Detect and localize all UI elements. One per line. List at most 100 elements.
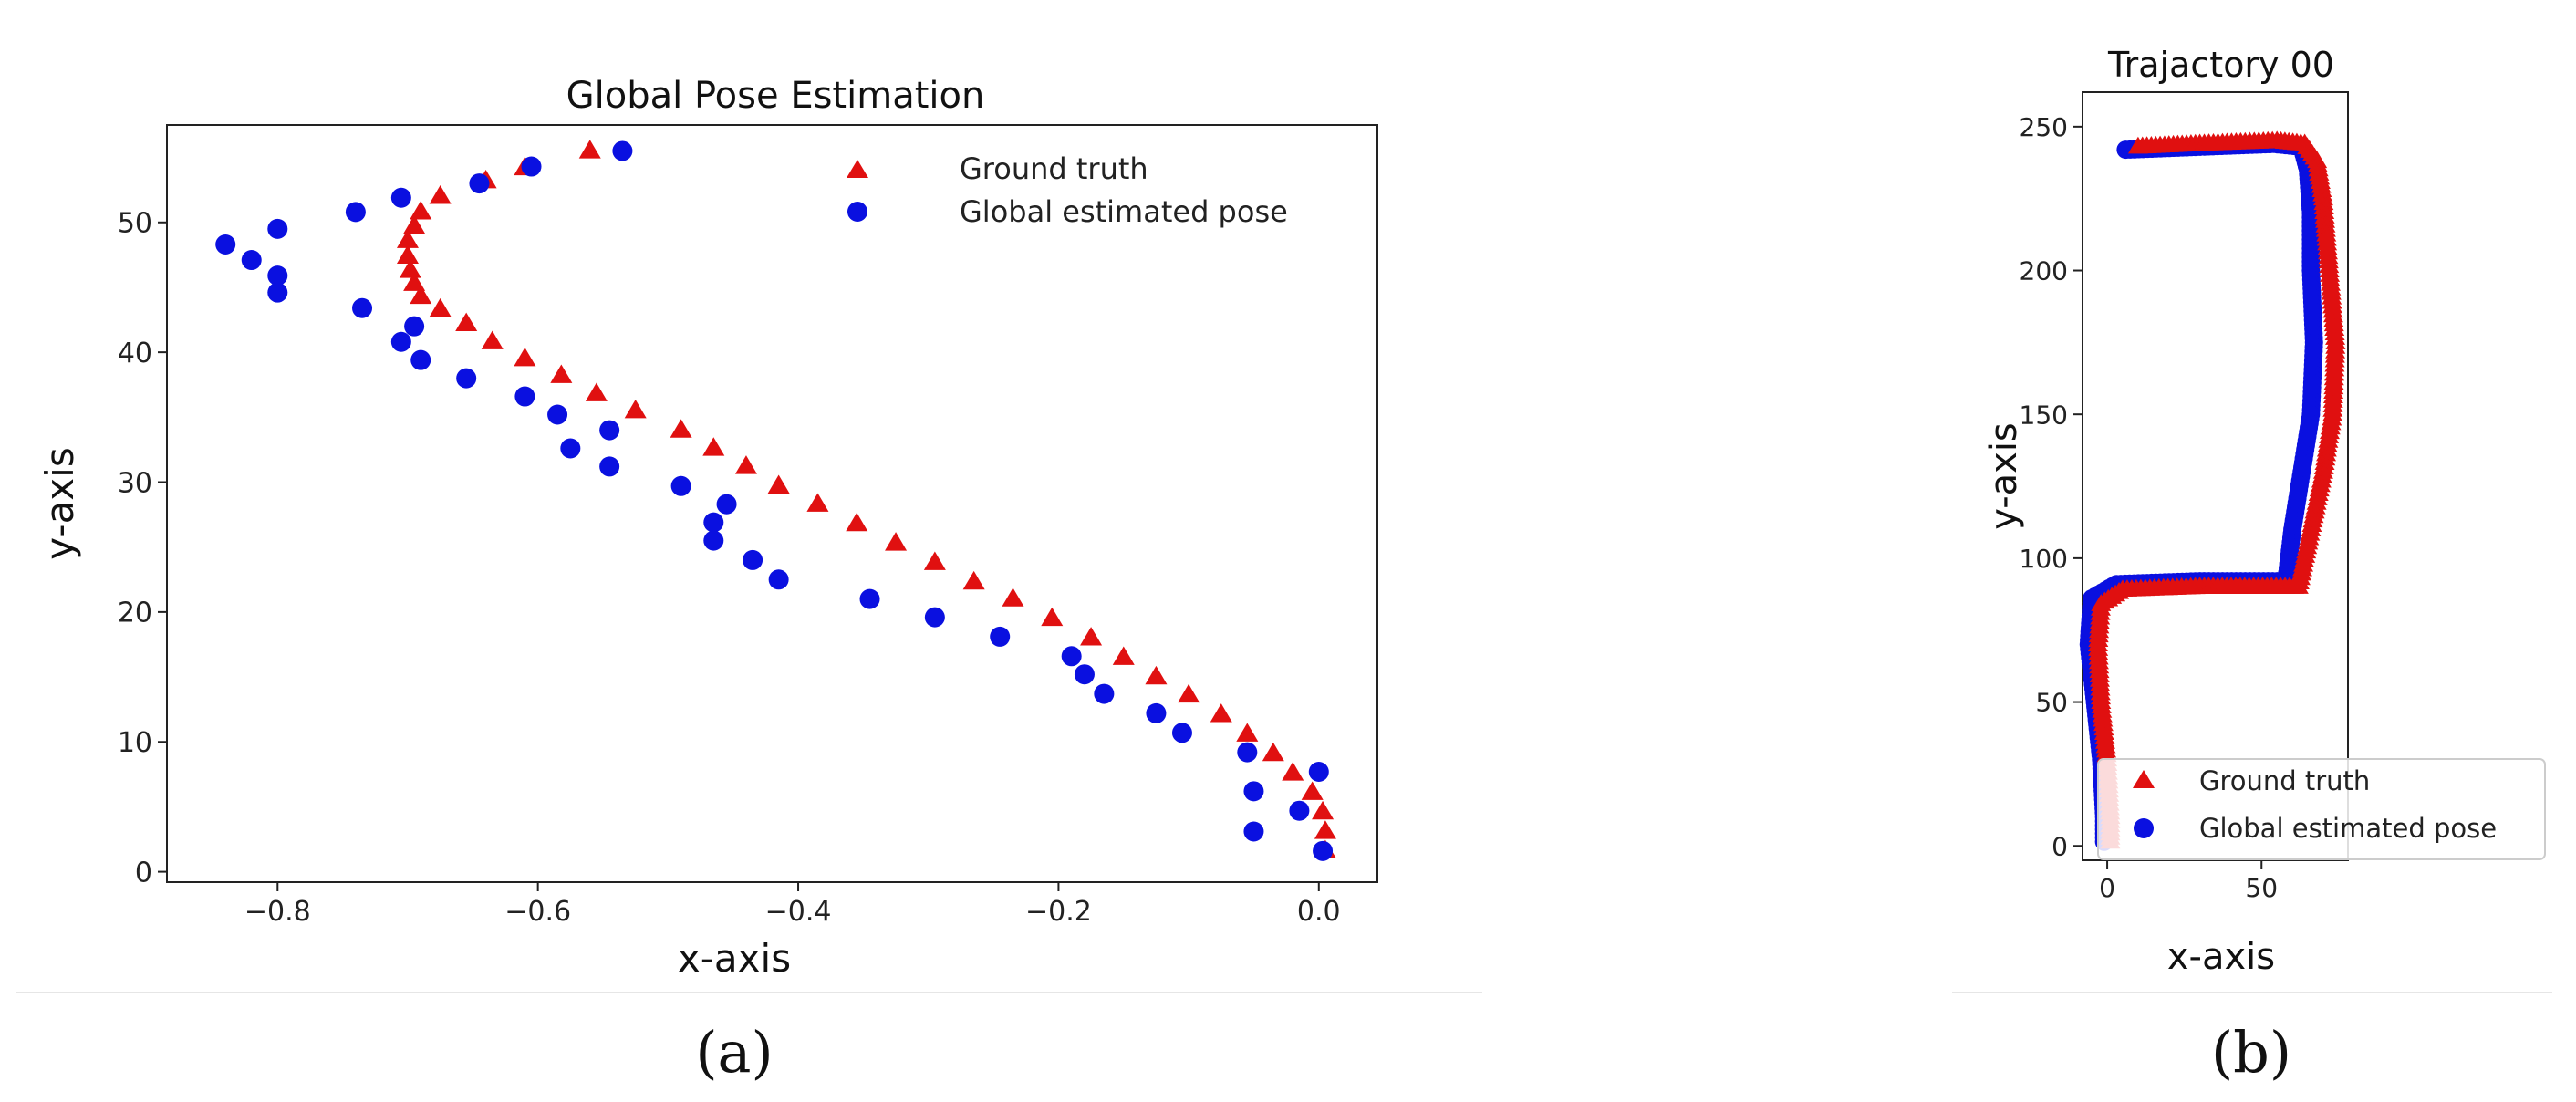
estimated-pose-point xyxy=(768,569,789,590)
estimated-pose-point xyxy=(390,187,411,208)
chart-b-trajectory: Trajactory 00 0 50 0 50 100 150 200 250 Ground … xyxy=(1952,45,2552,1086)
chart-0-ytick-label: 20 xyxy=(118,598,152,629)
chart-a-title: Global Pose Estimation xyxy=(566,75,985,117)
ground-truth-point xyxy=(734,455,757,474)
ground-truth-point xyxy=(1002,587,1024,607)
ground-truth-point xyxy=(1210,703,1232,723)
chart-0-ytick-label: 40 xyxy=(118,338,152,369)
ground-truth-point xyxy=(1080,627,1103,646)
estimated-pose-point xyxy=(859,588,880,609)
chart-b-legend-triangle-marker xyxy=(2133,770,2155,788)
ground-truth-point xyxy=(550,364,573,383)
estimated-pose-point xyxy=(1289,800,1310,821)
chart-a-legend-ground-truth: Ground truth xyxy=(960,151,1148,186)
chart-b-caption: (b) xyxy=(2211,1019,2291,1086)
estimated-pose-point xyxy=(1171,723,1192,743)
chart-b-xlabel: x-axis xyxy=(2167,936,2275,978)
estimated-pose-point xyxy=(599,456,620,477)
ground-truth-point xyxy=(396,229,419,248)
ground-truth-point xyxy=(702,437,725,456)
ground-truth-point xyxy=(1112,646,1135,665)
ground-truth-point xyxy=(767,474,790,494)
estimated-pose-point xyxy=(1243,781,1264,802)
chart-a-caption: (a) xyxy=(695,1019,773,1086)
estimated-pose-point xyxy=(599,420,620,441)
ground-truth-point xyxy=(429,297,452,317)
estimated-pose-point xyxy=(1313,840,1334,861)
ground-truth-point xyxy=(578,140,601,159)
chart-b-title: Trajactory 00 xyxy=(2107,45,2334,85)
chart-1-ytick-label: 100 xyxy=(2020,544,2068,574)
estimated-pose-point xyxy=(410,349,431,370)
ground-truth-point xyxy=(1312,800,1335,820)
ground-truth-point xyxy=(846,512,868,532)
chart-1-ytick-label: 50 xyxy=(2035,688,2068,718)
chart-a-global-pose-estimation: Global Pose Estimation −0.8 −0.6 −0.4 −0.2 0… xyxy=(16,75,1482,1086)
estimated-pose-point xyxy=(716,494,737,515)
estimated-pose-point xyxy=(743,549,763,570)
chart-1-ytick-label: 0 xyxy=(2051,831,2068,861)
estimated-pose-point xyxy=(1308,761,1329,782)
chart-a-legend-estimated-pose: Global estimated pose xyxy=(960,194,1288,229)
chart-1-ytick-label: 200 xyxy=(2020,256,2068,286)
chart-a-plot-frame xyxy=(166,124,1378,883)
estimated-pose-point xyxy=(352,297,373,318)
estimated-pose-point xyxy=(404,316,425,337)
chart-a-ticks: −0.8 −0.6 −0.4 −0.2 0.0 0 10 20 30 40 50 xyxy=(118,208,1341,928)
ground-truth-point xyxy=(403,272,426,291)
chart-1-ytick-label: 250 xyxy=(2020,112,2068,142)
chart-0-xtick-label: −0.4 xyxy=(765,896,832,928)
estimated-pose-point xyxy=(560,438,581,459)
chart-1-xtick-label: 50 xyxy=(2245,873,2278,903)
ground-truth-point xyxy=(1041,607,1064,627)
ground-truth-point xyxy=(806,493,829,512)
estimated-pose-point xyxy=(924,607,945,628)
chart-a-legend-circle-marker xyxy=(847,202,867,222)
estimated-pose-point xyxy=(267,282,288,303)
ground-truth-point xyxy=(962,570,985,590)
chart-a-xlabel: x-axis xyxy=(678,936,791,981)
chart-b-legend-ground-truth: Ground truth xyxy=(2199,765,2370,796)
ground-truth-point xyxy=(1145,665,1168,685)
estimated-pose-point xyxy=(267,218,288,239)
chart-b-marks xyxy=(2079,130,2346,851)
estimated-pose-point xyxy=(990,626,1011,647)
chart-0-xtick-label: 0.0 xyxy=(1297,896,1341,928)
ground-truth-point xyxy=(923,551,946,570)
ground-truth-point xyxy=(1301,781,1324,800)
estimated-pose-point xyxy=(703,530,724,551)
chart-b-legend-estimated-pose: Global estimated pose xyxy=(2199,813,2497,844)
chart-b-legend-box xyxy=(2097,758,2546,860)
ground-truth-point xyxy=(410,201,432,220)
estimated-pose-point xyxy=(267,265,288,286)
chart-1-ytick-label: 150 xyxy=(2020,400,2068,430)
estimated-pose-point xyxy=(456,368,477,389)
ground-truth-point xyxy=(429,185,452,204)
estimated-pose-point xyxy=(612,140,633,161)
estimated-pose-point xyxy=(1074,664,1095,685)
ground-truth-point xyxy=(1282,762,1304,781)
estimated-pose-point xyxy=(670,475,691,496)
ground-truth-point xyxy=(1236,723,1259,742)
chart-0-xtick-label: −0.2 xyxy=(1025,896,1092,928)
ground-truth-point xyxy=(624,399,647,419)
ground-truth-point xyxy=(1178,683,1200,703)
chart-0-xtick-label: −0.8 xyxy=(244,896,311,928)
chart-1-xtick-label: 0 xyxy=(2099,873,2115,903)
ground-truth-point xyxy=(514,348,536,367)
estimated-pose-point xyxy=(1243,821,1264,842)
chart-a-legend: Ground truth Global estimated pose xyxy=(847,151,1288,229)
chart-b-ticks: 0 50 0 50 100 150 200 250 xyxy=(2020,112,2279,903)
ground-truth-point xyxy=(399,259,421,278)
ground-truth-point xyxy=(396,244,419,264)
estimated-pose-point xyxy=(1094,683,1115,704)
ground-truth-point xyxy=(410,285,432,305)
chart-b-ylabel: y-axis xyxy=(1983,422,2025,530)
ground-truth-point xyxy=(1262,742,1284,762)
ground-truth-point xyxy=(455,312,478,331)
ground-truth-point xyxy=(1314,820,1336,839)
chart-a-marks xyxy=(215,140,1336,861)
ground-truth-point xyxy=(481,330,504,349)
